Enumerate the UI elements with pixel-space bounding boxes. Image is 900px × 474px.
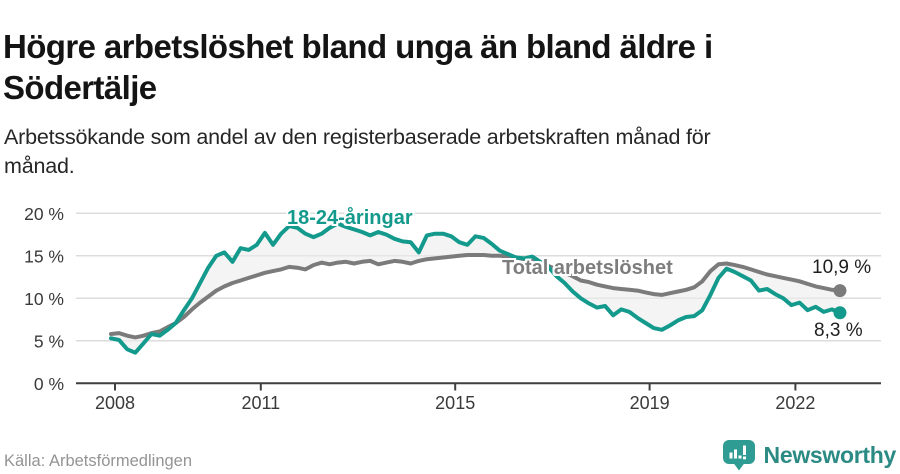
bubble-shape <box>722 439 755 470</box>
y-tick-label: 0 % <box>34 374 64 394</box>
x-tick-label: 2008 <box>95 393 135 413</box>
x-tick-label: 2015 <box>435 393 475 413</box>
y-tick-label: 20 % <box>24 204 64 224</box>
source-text: Källa: Arbetsförmedlingen <box>4 452 193 470</box>
series-label-youth: 18-24-åringar <box>287 207 413 229</box>
exclamation-dot <box>742 456 746 459</box>
series-gap-fill <box>111 223 840 353</box>
brand-wordmark: Newsworthy <box>763 441 897 468</box>
end-value-total: 10,9 % <box>812 257 872 278</box>
subtitle-line-2: månad. <box>4 153 75 178</box>
y-tick-label: 15 % <box>24 246 64 266</box>
x-tick-label: 2019 <box>630 393 670 413</box>
subtitle-line-1: Arbetssökande som andel av den registerb… <box>4 124 711 149</box>
exclamation-bar <box>742 445 746 455</box>
page-title: Högre arbetslöshet bland unga än bland ä… <box>3 26 883 108</box>
x-tick-label: 2022 <box>775 393 815 413</box>
end-value-youth: 8,3 % <box>814 320 863 341</box>
chart-subtitle: Arbetssökande som andel av den registerb… <box>4 123 834 181</box>
y-tick-label: 5 % <box>34 331 64 351</box>
newsworthy-bubble-icon <box>722 439 755 470</box>
title-line-2: Södertälje <box>3 69 157 107</box>
series-label-total: Total arbetslöshet <box>502 257 673 279</box>
youth-endpoint-dot <box>833 306 847 320</box>
newsworthy-logo[interactable]: Newsworthy <box>722 438 896 472</box>
x-tick-label: 2011 <box>241 393 280 413</box>
total-line <box>109 253 842 340</box>
title-line-1: Högre arbetslöshet bland unga än bland ä… <box>3 28 713 66</box>
y-tick-label: 10 % <box>24 289 64 309</box>
bar-2 <box>733 449 737 458</box>
total-endpoint-dot <box>833 284 847 298</box>
period-dot <box>738 455 742 458</box>
youth-line <box>109 221 842 355</box>
bar-1 <box>729 452 733 458</box>
